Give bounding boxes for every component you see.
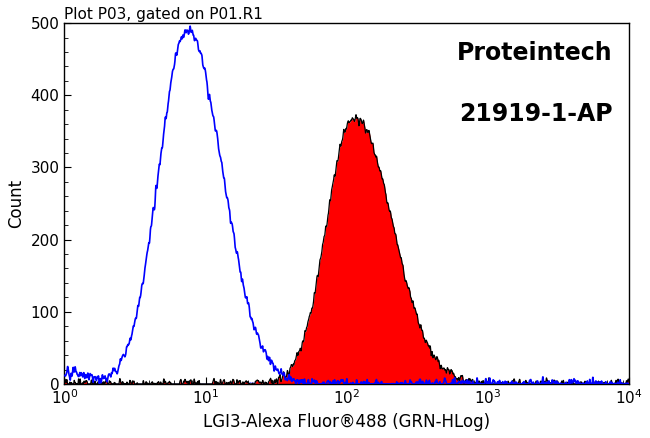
Y-axis label: Count: Count xyxy=(7,179,25,228)
Text: 21919-1-AP: 21919-1-AP xyxy=(459,102,612,127)
Text: Proteintech: Proteintech xyxy=(457,41,612,65)
Text: Plot P03, gated on P01.R1: Plot P03, gated on P01.R1 xyxy=(64,7,263,22)
X-axis label: LGI3-Alexa Fluor®488 (GRN-HLog): LGI3-Alexa Fluor®488 (GRN-HLog) xyxy=(203,413,490,431)
